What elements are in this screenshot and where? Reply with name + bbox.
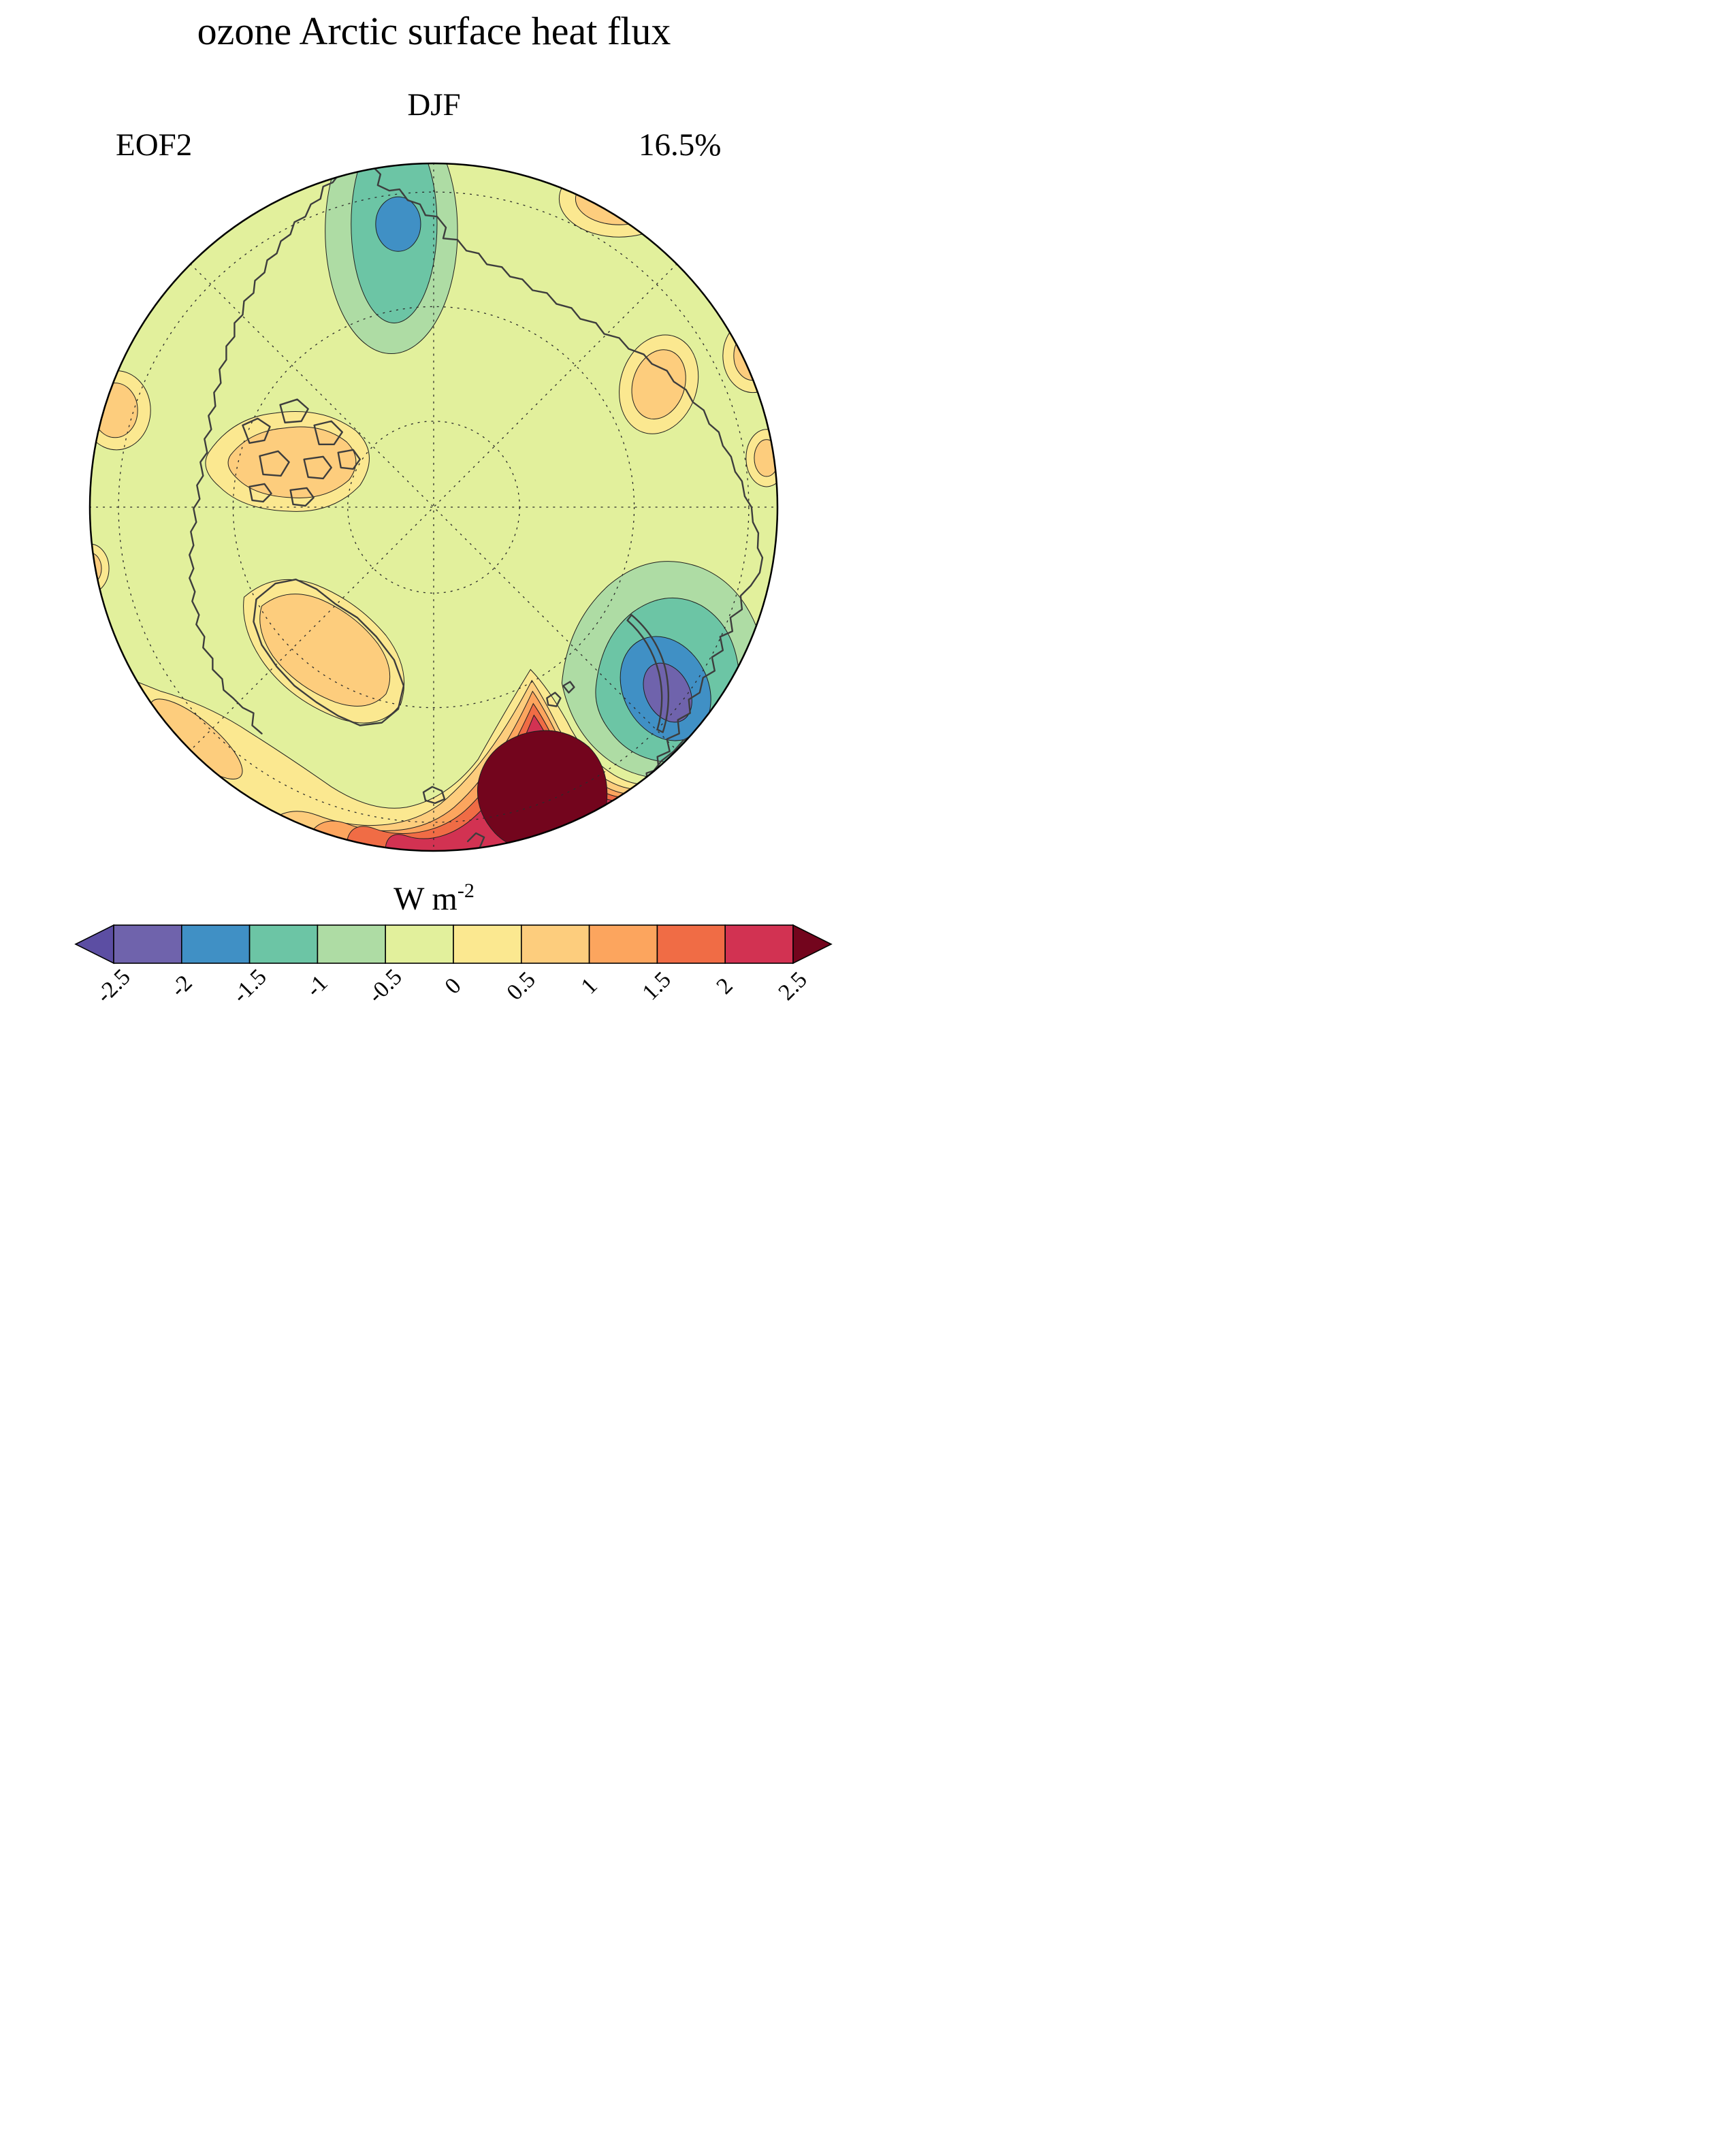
colorbar-over-arrow xyxy=(792,924,833,965)
colorbar-ticks: -2.5 -2 -1.5 -1 -0.5 0 0.5 1 1.5 2 2.5 xyxy=(0,965,868,1062)
eurasia-coast xyxy=(370,163,764,836)
svalbard-coast xyxy=(546,681,575,707)
colorbar-band-9 xyxy=(656,924,726,964)
colorbar-band-6 xyxy=(453,924,522,964)
north-america-coast xyxy=(189,170,342,735)
colorbar-band-1 xyxy=(113,924,182,964)
colorbar-band-10 xyxy=(724,924,794,964)
colorbar-band-4 xyxy=(317,924,386,964)
colorbar xyxy=(74,924,833,965)
colorbar-tick-label: -0.5 xyxy=(363,964,407,1008)
colorbar-tick-label: 2 xyxy=(711,973,738,999)
greenland-coast xyxy=(253,579,405,726)
colorbar-band-8 xyxy=(588,924,658,964)
variance-label: 16.5% xyxy=(639,127,722,163)
colorbar-tick-label: 0.5 xyxy=(502,967,541,1005)
colorbar-tick-label: -1.5 xyxy=(227,964,272,1008)
season-label: DJF xyxy=(407,87,461,123)
colorbar-tick-label: 2.5 xyxy=(773,967,812,1005)
colorbar-tick-label: -1 xyxy=(301,970,334,1002)
mode-label: EOF2 xyxy=(116,127,193,163)
colorbar-under-arrow xyxy=(74,924,114,965)
graticule xyxy=(90,163,777,851)
coastlines xyxy=(189,163,764,848)
colorbar-band-5 xyxy=(385,924,454,964)
colorbar-unit-label: W m-2 xyxy=(0,880,868,918)
iceland-coast xyxy=(422,786,446,805)
figure-title: ozone Arctic surface heat flux xyxy=(197,9,671,53)
colorbar-band-7 xyxy=(520,924,590,964)
map-boundary xyxy=(89,162,779,852)
colorbar-tick-label: 0 xyxy=(440,973,466,999)
colorbar-tick-label: 1 xyxy=(576,973,602,999)
colorbar-band-2 xyxy=(180,924,251,964)
colorbar-tick-label: -2 xyxy=(165,970,197,1002)
figure: ozone Arctic surface heat flux DJF EOF2 … xyxy=(0,0,868,1065)
colorbar-tick-label: 1.5 xyxy=(637,967,677,1005)
novaya-zemlya-coast xyxy=(626,614,670,733)
unit-exponent: -2 xyxy=(457,880,475,902)
unit-base: W m xyxy=(393,881,457,917)
colorbar-tick-label: -2.5 xyxy=(91,964,135,1008)
canadian-archipelago xyxy=(242,398,361,507)
british-isles-coast xyxy=(466,832,485,848)
polar-stereographic-map xyxy=(89,162,779,852)
colorbar-band-3 xyxy=(248,924,319,964)
